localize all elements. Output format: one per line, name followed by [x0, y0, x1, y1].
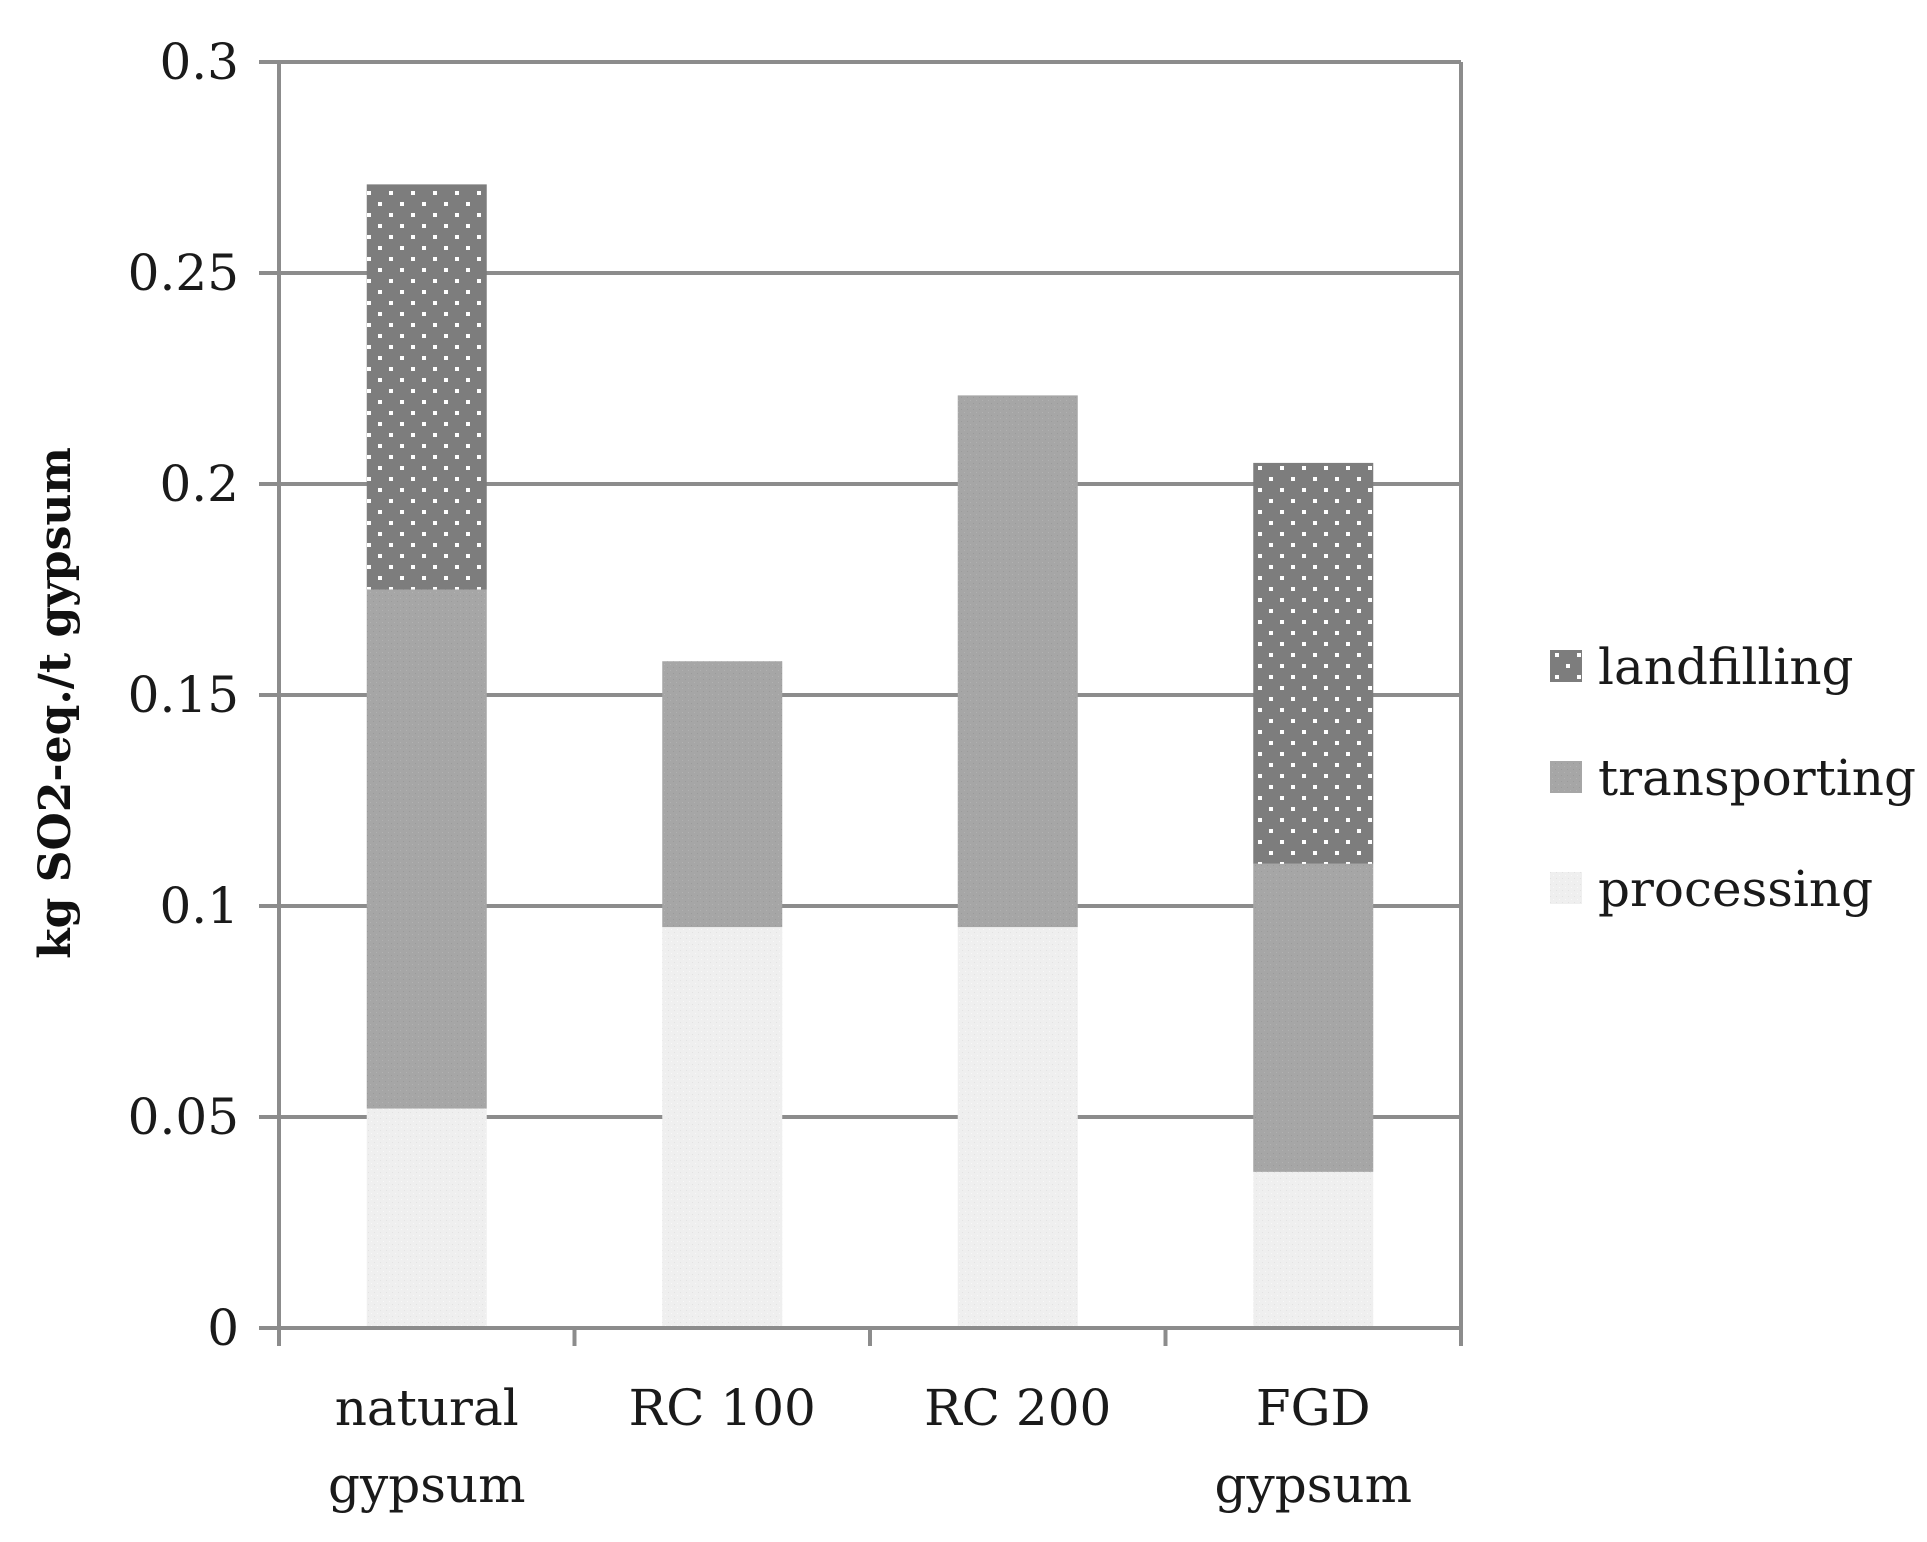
axes [259, 60, 1463, 1346]
y-tick-label: 0 [207, 1299, 239, 1357]
bar-transporting [957, 395, 1078, 928]
bar-transporting [1253, 863, 1374, 1172]
x-category-label-line2: gypsum [328, 1456, 526, 1514]
y-tick-label: 0.25 [128, 244, 239, 302]
y-tick-label: 0.15 [128, 666, 239, 724]
y-tick-labels: 0 0.05 0.1 0.15 0.2 0.25 0.3 [128, 33, 239, 1357]
bar-transporting [366, 589, 487, 1109]
legend-swatch-processing [1550, 872, 1582, 904]
bar-processing [662, 927, 783, 1328]
bar-processing [366, 1108, 487, 1328]
legend-swatch-landfilling [1550, 650, 1582, 682]
x-category-label: RC 200 [924, 1379, 1111, 1437]
x-category-labels: natural gypsum RC 100 RC 200 FGD gypsum [328, 1379, 1412, 1514]
x-category-label: natural [335, 1379, 519, 1437]
y-tick-label: 0.05 [128, 1088, 239, 1146]
x-category-label-line2: gypsum [1214, 1456, 1412, 1514]
legend: landfilling transporting processing [1550, 638, 1916, 918]
bars [366, 184, 1374, 1328]
y-tick-label: 0.3 [159, 33, 239, 91]
legend-swatch-transporting [1550, 761, 1582, 793]
x-category-label: RC 100 [629, 1379, 816, 1437]
bar-landfilling [1253, 462, 1374, 864]
bar-processing [1253, 1171, 1374, 1328]
legend-label-transporting: transporting [1598, 749, 1916, 807]
legend-label-landfilling: landfilling [1598, 638, 1854, 696]
y-tick-label: 0.1 [159, 877, 239, 935]
x-category-label: FGD [1256, 1379, 1371, 1437]
bar-processing [957, 927, 1078, 1328]
y-axis-title: kg SO2-eq./t gypsum [30, 447, 81, 959]
legend-label-processing: processing [1598, 860, 1873, 918]
bar-transporting [662, 661, 783, 928]
bar-landfilling [366, 184, 487, 590]
y-tick-label: 0.2 [159, 455, 239, 513]
